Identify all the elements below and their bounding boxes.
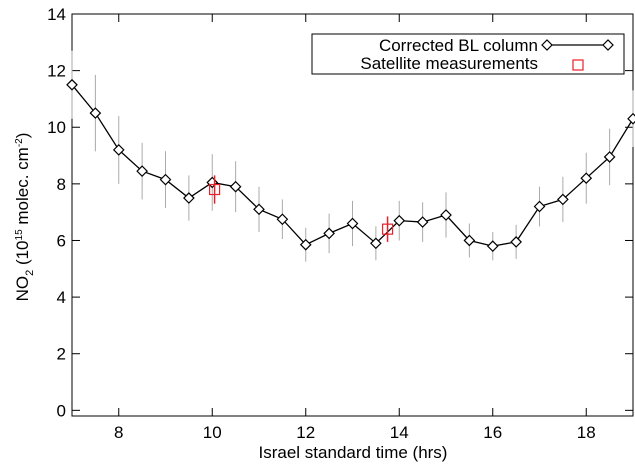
marker [627, 112, 635, 125]
marker [541, 39, 553, 51]
y-label-part: (10 [13, 240, 32, 269]
marker [323, 227, 335, 240]
y-tick-label: 4 [57, 288, 66, 307]
y-label-part: ) [13, 133, 32, 139]
x-tick-label: 8 [114, 423, 123, 442]
marker [440, 209, 452, 221]
y-label-part: 2 [24, 270, 36, 276]
y-label-part: NO [13, 276, 32, 302]
marker [416, 216, 429, 228]
y-tick-label: 14 [47, 5, 66, 24]
marker [253, 203, 265, 216]
marker [510, 236, 522, 248]
marker [572, 59, 584, 71]
x-tick-label: 18 [577, 423, 596, 442]
marker [206, 176, 219, 189]
y-label-part: molec. cm [13, 147, 32, 229]
y-tick-label: 8 [57, 175, 66, 194]
x-tick-label: 16 [483, 423, 502, 442]
marker [208, 183, 221, 196]
legend-box [311, 33, 625, 75]
marker [89, 107, 102, 119]
marker [183, 192, 195, 204]
plot-frame [71, 13, 634, 417]
marker [370, 237, 382, 250]
marker [299, 238, 312, 251]
marker [602, 39, 614, 51]
marker [229, 180, 242, 193]
y-label-part: 15 [14, 229, 25, 241]
marker [580, 172, 593, 185]
legend-label: Satellite measurements [360, 54, 538, 73]
marker [486, 240, 499, 252]
marker [136, 165, 148, 177]
y-tick-label: 12 [47, 62, 66, 81]
marker [276, 213, 289, 226]
marker [557, 193, 569, 206]
y-axis-label: NO2 (1015 molec. cm-2) [13, 133, 36, 302]
marker [463, 234, 476, 247]
marker [381, 223, 394, 235]
x-tick-label: 10 [203, 423, 222, 442]
marker [159, 173, 172, 186]
marker [603, 151, 616, 163]
y-tick-label: 10 [47, 118, 66, 137]
legend-label: Corrected BL column [379, 36, 538, 55]
y-tick-label: 2 [57, 345, 66, 364]
marker [346, 217, 359, 230]
x-tick-label: 12 [296, 423, 315, 442]
x-tick-label: 14 [390, 423, 409, 442]
marker [66, 78, 78, 91]
x-axis-label: Israel standard time (hrs) [259, 443, 448, 462]
marker [112, 144, 125, 156]
marker [533, 200, 546, 213]
marker [393, 214, 406, 227]
y-tick-label: 0 [57, 401, 66, 420]
y-tick-label: 6 [57, 231, 66, 250]
y-label-part: -2 [14, 138, 25, 147]
